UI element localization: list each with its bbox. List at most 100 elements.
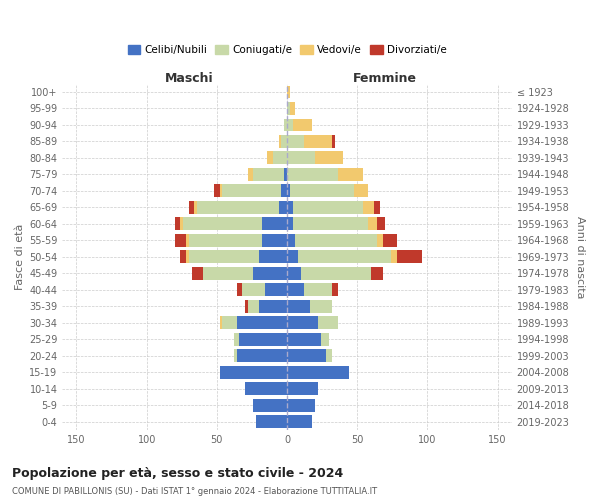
Bar (377, 218, 385, 230)
Bar (287, 399, 315, 412)
Bar (181, 250, 186, 264)
Bar (301, 267, 371, 280)
Bar (278, 201, 287, 214)
Bar (253, 168, 284, 181)
Bar (220, 316, 223, 330)
Bar (304, 284, 332, 296)
Text: COMUNE DI PABILLONIS (SU) - Dati ISTAT 1° gennaio 2024 - Elaborazione TUTTITALIA: COMUNE DI PABILLONIS (SU) - Dati ISTAT 1… (12, 487, 377, 496)
Bar (287, 316, 318, 330)
Y-axis label: Anni di nascita: Anni di nascita (575, 216, 585, 298)
Bar (287, 250, 298, 264)
Bar (391, 250, 397, 264)
Bar (175, 218, 181, 230)
Bar (248, 168, 253, 181)
Bar (287, 366, 349, 379)
Legend: Celibi/Nubili, Coniugati/e, Vedovi/e, Divorziati/e: Celibi/Nubili, Coniugati/e, Vedovi/e, Di… (124, 40, 451, 59)
Bar (318, 316, 338, 330)
Bar (293, 118, 313, 132)
Bar (321, 333, 329, 346)
Bar (287, 102, 290, 115)
Bar (220, 366, 287, 379)
Text: Maschi: Maschi (164, 72, 213, 85)
Bar (326, 350, 332, 362)
Bar (383, 234, 397, 247)
Bar (287, 333, 321, 346)
Bar (194, 201, 197, 214)
Bar (248, 300, 259, 313)
Bar (197, 201, 278, 214)
Bar (287, 300, 310, 313)
Bar (183, 218, 262, 230)
Bar (191, 267, 203, 280)
Bar (262, 234, 287, 247)
Bar (290, 102, 295, 115)
Bar (236, 350, 287, 362)
Bar (287, 135, 304, 148)
Bar (363, 201, 374, 214)
Bar (220, 184, 223, 198)
Bar (242, 284, 265, 296)
Bar (259, 250, 287, 264)
Bar (397, 250, 422, 264)
Bar (287, 152, 315, 164)
Bar (293, 201, 363, 214)
Bar (374, 201, 380, 214)
Text: Femmine: Femmine (353, 72, 418, 85)
Bar (278, 135, 281, 148)
Bar (273, 152, 287, 164)
Bar (368, 218, 377, 230)
Bar (281, 135, 287, 148)
Bar (214, 184, 220, 198)
Bar (377, 234, 383, 247)
Bar (253, 267, 287, 280)
Bar (186, 234, 189, 247)
Bar (236, 316, 287, 330)
Bar (338, 168, 363, 181)
Bar (203, 267, 253, 280)
Bar (284, 168, 287, 181)
Bar (234, 333, 239, 346)
Bar (281, 184, 287, 198)
Bar (256, 416, 287, 428)
Bar (284, 118, 287, 132)
Bar (189, 201, 194, 214)
Bar (287, 284, 304, 296)
Bar (265, 284, 287, 296)
Bar (287, 184, 290, 198)
Bar (239, 333, 287, 346)
Bar (332, 135, 335, 148)
Bar (332, 284, 338, 296)
Bar (181, 218, 183, 230)
Bar (287, 168, 338, 181)
Bar (287, 267, 301, 280)
Bar (189, 250, 259, 264)
Bar (287, 86, 290, 98)
Bar (245, 382, 287, 396)
Bar (253, 399, 287, 412)
Bar (223, 184, 281, 198)
Bar (293, 218, 368, 230)
Bar (262, 218, 287, 230)
Bar (304, 135, 332, 148)
Bar (175, 234, 186, 247)
Bar (189, 234, 262, 247)
Bar (186, 250, 189, 264)
Bar (310, 300, 332, 313)
Bar (315, 152, 343, 164)
Bar (287, 382, 318, 396)
Bar (287, 416, 313, 428)
Bar (290, 184, 355, 198)
Bar (287, 118, 293, 132)
Bar (287, 201, 293, 214)
Bar (355, 184, 368, 198)
Text: Popolazione per età, sesso e stato civile - 2024: Popolazione per età, sesso e stato civil… (12, 468, 343, 480)
Bar (236, 284, 242, 296)
Bar (298, 250, 391, 264)
Bar (245, 300, 248, 313)
Bar (268, 152, 273, 164)
Bar (287, 234, 295, 247)
Bar (287, 350, 326, 362)
Bar (259, 300, 287, 313)
Bar (223, 316, 236, 330)
Bar (295, 234, 377, 247)
